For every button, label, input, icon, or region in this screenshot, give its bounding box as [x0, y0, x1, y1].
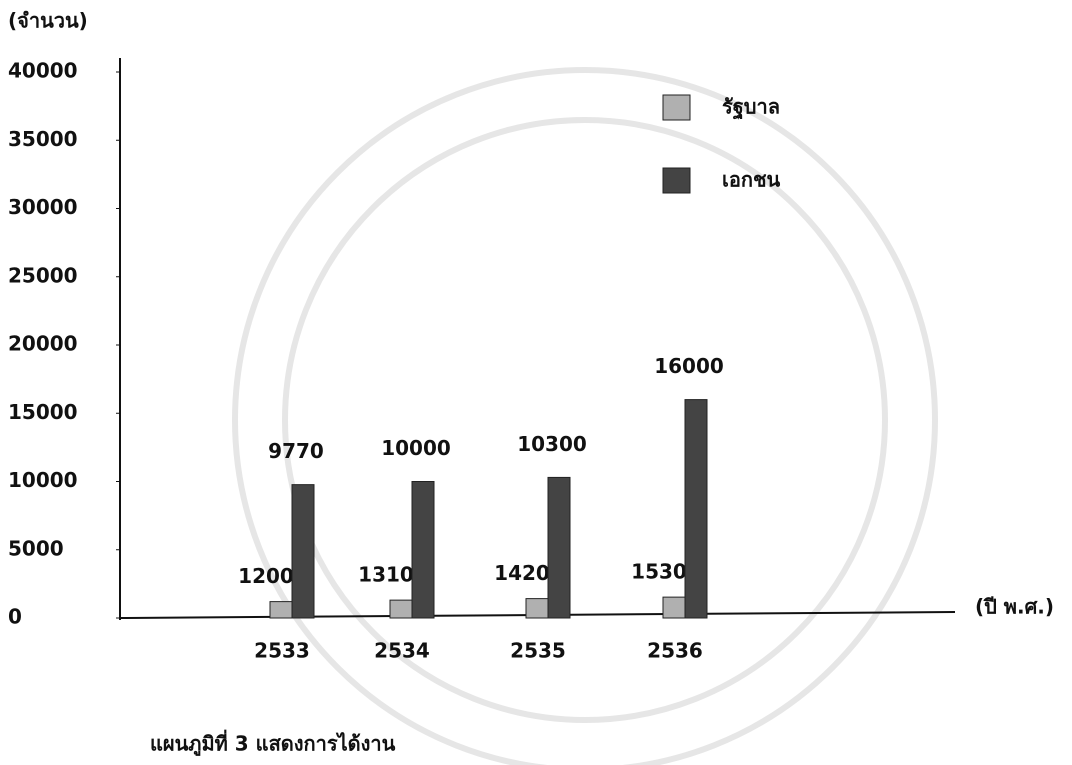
- x-tick-label: 2534: [374, 639, 430, 663]
- y-tick-label: 15000: [8, 400, 78, 424]
- x-tick-label: 2536: [647, 639, 703, 663]
- y-tick-label: 5000: [8, 536, 64, 560]
- x-tick-label: 2535: [510, 639, 566, 663]
- data-label: 10000: [381, 436, 451, 460]
- data-label: 1200: [238, 564, 294, 588]
- y-tick-label: 10000: [8, 468, 78, 492]
- data-label: 10300: [517, 432, 587, 456]
- chart-title: แผนภูมิที่ 3 แสดงการได้งาน: [150, 729, 396, 758]
- y-axis-label: (จำนวน): [8, 9, 88, 33]
- chart: (จำนวน) (ปี พ.ศ.) แผนภูมิที่ 3 แสดงการได…: [0, 0, 1072, 765]
- legend-label: รัฐบาล: [722, 95, 780, 121]
- legend-swatch: [663, 168, 690, 193]
- data-label: 1420: [494, 561, 550, 585]
- x-tick-label: 2533: [254, 639, 310, 663]
- legend-swatch: [663, 95, 690, 120]
- bar: [412, 482, 434, 619]
- bar: [663, 597, 685, 618]
- bar: [390, 600, 412, 618]
- y-tick-label: 30000: [8, 195, 78, 219]
- y-tick-label: 35000: [8, 127, 78, 151]
- bar: [548, 477, 570, 618]
- bar: [270, 602, 292, 618]
- data-label: 9770: [268, 439, 324, 463]
- y-tick-label: 20000: [8, 332, 78, 356]
- bar: [292, 485, 314, 618]
- data-label: 1530: [631, 560, 687, 584]
- legend-label: เอกชน: [722, 168, 781, 192]
- bar: [685, 400, 707, 618]
- y-tick-label: 0: [8, 605, 22, 629]
- data-label: 16000: [654, 354, 724, 378]
- y-tick-label: 25000: [8, 263, 78, 287]
- watermark: [235, 70, 935, 765]
- y-tick-label: 40000: [8, 59, 78, 83]
- x-axis-label: (ปี พ.ศ.): [975, 595, 1054, 619]
- bar: [526, 599, 548, 618]
- data-label: 1310: [358, 563, 414, 587]
